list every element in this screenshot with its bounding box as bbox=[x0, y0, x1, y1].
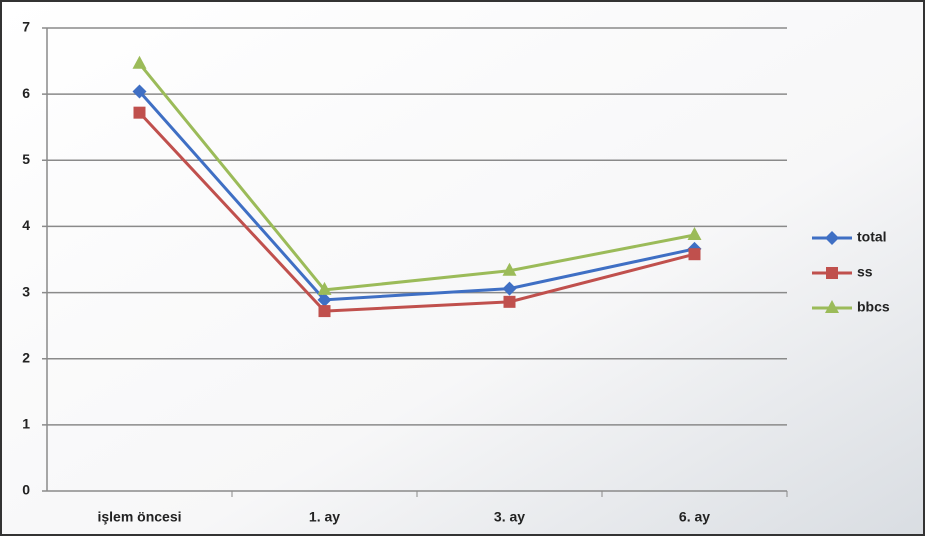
legend-label: bbcs bbox=[857, 299, 890, 315]
marker bbox=[826, 267, 838, 279]
marker bbox=[688, 248, 701, 261]
y-tick-label: 1 bbox=[22, 416, 30, 432]
marker bbox=[318, 305, 331, 318]
y-tick-label: 4 bbox=[22, 217, 30, 233]
y-tick-label: 3 bbox=[22, 283, 30, 299]
marker bbox=[502, 281, 517, 296]
x-tick-label: 1. ay bbox=[309, 509, 340, 525]
marker bbox=[687, 227, 702, 241]
x-tick-label: 6. ay bbox=[679, 509, 710, 525]
y-tick-label: 0 bbox=[22, 482, 30, 498]
marker bbox=[825, 300, 839, 313]
marker bbox=[825, 231, 839, 245]
series-line bbox=[138, 111, 695, 313]
marker bbox=[317, 292, 332, 307]
marker bbox=[317, 281, 332, 295]
marker bbox=[132, 84, 147, 99]
y-tick-label: 6 bbox=[22, 85, 30, 101]
x-tick-label: 3. ay bbox=[494, 509, 525, 525]
marker bbox=[503, 295, 516, 308]
legend-label: total bbox=[857, 229, 887, 245]
marker bbox=[132, 55, 147, 69]
y-tick-label: 2 bbox=[22, 349, 30, 365]
legend-label: ss bbox=[857, 264, 873, 280]
x-tick-label: işlem öncesi bbox=[97, 509, 181, 525]
y-tick-label: 5 bbox=[22, 151, 30, 167]
marker bbox=[133, 106, 146, 119]
marker bbox=[502, 262, 517, 276]
series-line bbox=[138, 62, 695, 292]
series-line bbox=[138, 90, 695, 302]
y-tick-label: 7 bbox=[22, 19, 30, 35]
